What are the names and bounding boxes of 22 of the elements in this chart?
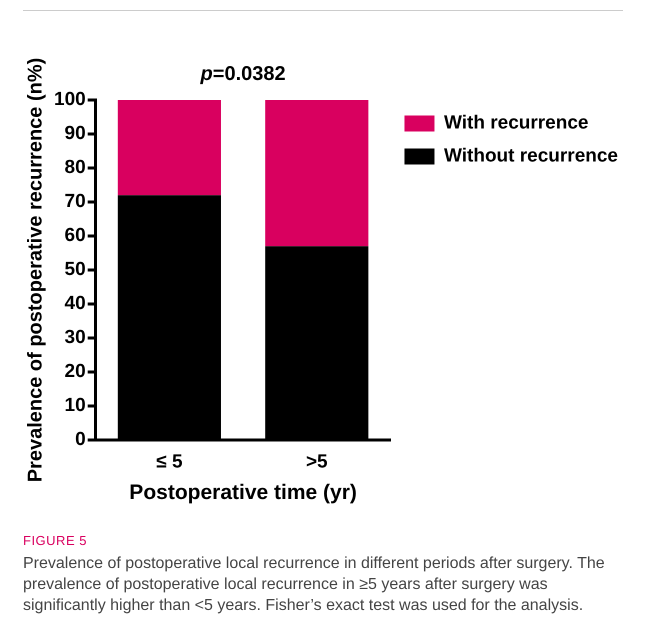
y-tick-label: 40 (64, 293, 86, 314)
y-tick-label: 100 (54, 89, 86, 110)
y-tick-label: 0 (75, 429, 86, 450)
y-tick-label: 80 (64, 157, 86, 178)
y-tick-label: 60 (64, 225, 86, 246)
x-tick-label: ≤ 5 (156, 452, 183, 473)
y-tick-label: 50 (64, 259, 86, 280)
y-tick-label: 30 (64, 327, 86, 348)
legend-label: Without recurrence (444, 146, 618, 167)
y-tick-label: 10 (64, 395, 86, 416)
y-axis-title: Prevalence of postoperative recurrence (n%) (24, 58, 47, 482)
text: Prevalence of postoperative local recurrence in different periods after surgery. The prevalence of postoperative local recurrence in ≥5 years after surgery was significantly higher than <5 years. Fisher’s exact test was used for the analysis. (23, 554, 606, 616)
y-tick-label: 90 (64, 123, 86, 144)
bar (118, 100, 221, 196)
caption: FIGURE 5 (23, 533, 87, 548)
y-tick-label: 70 (64, 191, 86, 212)
chart-title: p=0.0382 (200, 63, 286, 85)
bar (265, 100, 368, 246)
x-axis-title: Postoperative time (yr) (129, 481, 357, 504)
y-tick-label: 20 (64, 361, 86, 382)
x-tick-label: >5 (306, 452, 328, 473)
legend-label: With recurrence (444, 112, 588, 134)
